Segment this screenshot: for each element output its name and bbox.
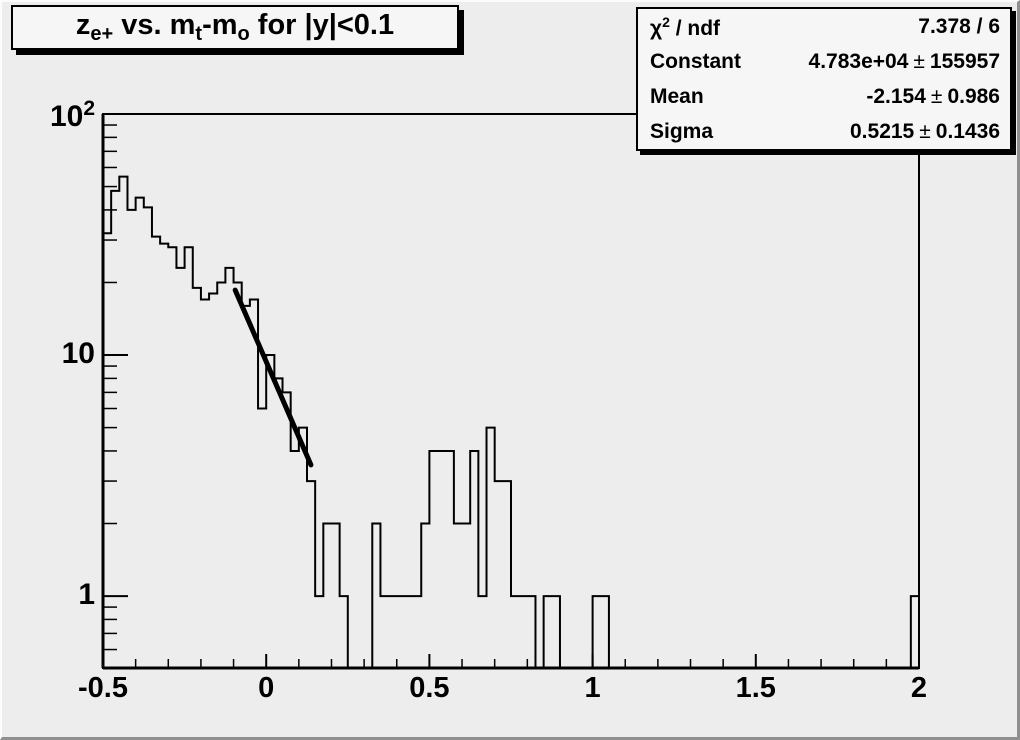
stats-label-sigma: Sigma bbox=[650, 120, 714, 143]
stats-label-chi2: χ2 / ndf bbox=[650, 13, 721, 40]
stats-label-mean: Mean bbox=[650, 85, 704, 108]
stats-label-constant: Constant bbox=[650, 50, 741, 73]
stats-box: χ2 / ndf 7.378 / 6 Constant 4.783e+04 ±15… bbox=[636, 7, 1012, 151]
stats-row-mean: Mean -2.154 ±0.986 bbox=[638, 79, 1010, 114]
stats-value-sigma: 0.5215 ±0.1436 bbox=[850, 120, 1000, 143]
fit-line bbox=[232, 287, 314, 468]
x-tick-label: 1 bbox=[584, 672, 601, 704]
stats-row-sigma: Sigma 0.5215 ±0.1436 bbox=[638, 114, 1010, 149]
x-tick-label: 0 bbox=[258, 672, 275, 704]
title-box: ze+ vs. mt-mo for |y|<0.1 bbox=[11, 5, 459, 50]
y-tick-label: 10 bbox=[61, 337, 95, 371]
stats-row-constant: Constant 4.783e+04 ±155957 bbox=[638, 44, 1010, 79]
x-tick-label: 1.5 bbox=[735, 672, 776, 704]
title-text: ze+ vs. mt-mo for |y|<0.1 bbox=[75, 9, 395, 45]
y-tick-label: 102 bbox=[49, 97, 95, 133]
x-tick-label: 0.5 bbox=[409, 672, 450, 704]
stats-value-chi2: 7.378 / 6 bbox=[918, 15, 1000, 38]
stats-value-constant: 4.783e+04 ±155957 bbox=[808, 50, 1000, 73]
x-tick-label: 2 bbox=[910, 672, 928, 704]
histogram-step-path bbox=[103, 175, 919, 669]
y-tick-label: 1 bbox=[78, 578, 95, 612]
stats-row-chi2: χ2 / ndf 7.378 / 6 bbox=[638, 9, 1010, 44]
stats-value-mean: -2.154 ±0.986 bbox=[866, 85, 1000, 108]
x-tick-label: -0.5 bbox=[78, 672, 128, 704]
